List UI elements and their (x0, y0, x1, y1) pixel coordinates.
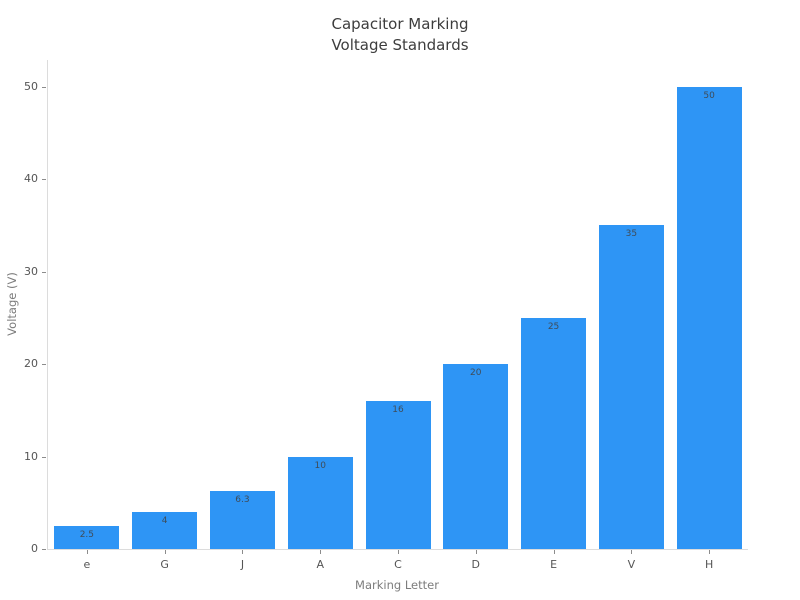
x-tick-mark (475, 550, 477, 554)
bar-value-label: 2.5 (79, 529, 95, 540)
x-tick-label: H (704, 558, 714, 571)
x-tick-label: e (83, 558, 91, 571)
y-tick-mark (42, 549, 46, 550)
y-tick-label: 50 (24, 79, 38, 93)
bar: 25 (521, 317, 587, 549)
x-tick-mark (553, 550, 555, 554)
bar: 50 (676, 86, 742, 549)
bar-value-label: 16 (392, 405, 404, 416)
y-tick-mark (42, 179, 46, 181)
y-tick-mark (42, 456, 46, 458)
bar: 35 (598, 225, 664, 549)
x-tick-mark (164, 550, 166, 554)
bar: 6.3 (209, 490, 275, 549)
bar: 2.5 (54, 525, 120, 549)
bar-value-label: 35 (625, 229, 638, 240)
y-tick-label: 10 (24, 449, 38, 463)
x-tick-mark (709, 550, 711, 554)
y-tick-label: 0 (31, 542, 38, 555)
x-tick-label: G (160, 558, 169, 571)
x-tick-label: E (550, 558, 558, 571)
x-tick-label: C (394, 558, 402, 571)
chart-title-line-2: Voltage Standards (331, 36, 469, 54)
bar: 20 (443, 364, 509, 549)
bar-value-label: 50 (703, 90, 715, 101)
bar-value-label: 10 (314, 460, 326, 471)
y-tick-label: 40 (24, 172, 38, 186)
bar-value-label: 4 (161, 516, 168, 527)
chart-title: Capacitor Marking Voltage Standards (0, 14, 800, 56)
bar-value-label: 6.3 (235, 494, 250, 505)
bar: 4 (132, 512, 198, 549)
x-tick-label: D (471, 558, 481, 571)
x-tick-mark (320, 550, 322, 554)
x-tick-label: V (627, 558, 636, 571)
y-tick-mark (42, 271, 46, 273)
x-axis-label: Marking Letter (355, 578, 439, 592)
y-tick-mark (42, 86, 46, 88)
x-tick-label: J (240, 558, 245, 571)
chart-title-line-1: Capacitor Marking (331, 15, 469, 33)
y-tick-mark (42, 364, 46, 366)
bar-value-label: 20 (470, 368, 482, 379)
bar-value-label: 25 (547, 321, 560, 332)
x-tick-mark (86, 550, 88, 554)
x-tick-mark (398, 550, 399, 554)
x-tick-label: A (316, 558, 324, 571)
y-axis-label: Voltage (V) (5, 272, 19, 336)
y-tick-label: 20 (24, 357, 38, 371)
x-tick-mark (631, 550, 633, 554)
bar: 10 (287, 456, 353, 549)
plot-area: 2.5 e 4 G 6.3 J 10 A 16 C 20 D 25 E 35 V 50 H 0 10 20 30 40 50 (24, 60, 748, 571)
y-tick-label: 30 (24, 264, 38, 278)
bar: 16 (365, 401, 431, 549)
x-tick-mark (242, 550, 244, 554)
